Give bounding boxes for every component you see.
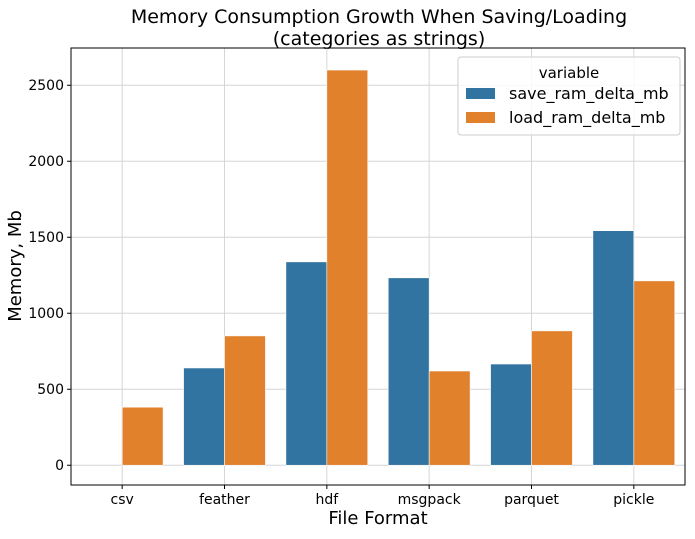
legend-box [457,56,681,136]
y-tick-label: 500 [37,382,64,398]
chart-subtitle: (categories as strings) [273,28,485,50]
x-tick-label: hdf [315,492,339,508]
bar-save_ram_delta_mb-msgpack [387,277,430,466]
bar-load_ram_delta_mb-pickle [633,280,676,466]
x-tick-label: msgpack [398,492,462,508]
x-axis-label: File Format [328,508,427,529]
legend-swatch-load [466,112,495,123]
y-tick-label: 1000 [28,306,64,322]
bar-save_ram_delta_mb-parquet [490,363,532,466]
x-tick-label: csv [111,492,134,508]
bar-load_ram_delta_mb-hdf [326,69,369,466]
legend: variable save_ram_delta_mb load_ram_delt… [457,56,681,136]
y-tick-label: 0 [55,458,64,474]
legend-swatch-save [466,88,495,99]
x-tick-label: parquet [504,492,559,508]
bar-load_ram_delta_mb-csv [121,406,164,466]
y-tick-label: 1500 [28,230,64,246]
y-tick-label: 2000 [28,154,64,170]
bar-load_ram_delta_mb-msgpack [428,370,471,466]
y-axis-label: Memory, Mb [5,210,26,322]
chart-title: Memory Consumption Growth When Saving/Lo… [131,6,627,28]
legend-title: variable [539,64,600,82]
x-tick-label: feather [199,492,250,508]
bar-save_ram_delta_mb-hdf [285,261,328,466]
bar-save_ram_delta_mb-feather [183,367,225,466]
y-tick-label: 2500 [28,78,64,94]
bar-load_ram_delta_mb-parquet [531,330,573,466]
legend-label-save: save_ram_delta_mb [509,84,669,104]
plot-frame [70,47,686,486]
legend-label-load: load_ram_delta_mb [509,108,665,128]
bar-save_ram_delta_mb-pickle [592,230,635,466]
bar-load_ram_delta_mb-feather [224,335,266,466]
x-tick-label: pickle [613,492,654,508]
